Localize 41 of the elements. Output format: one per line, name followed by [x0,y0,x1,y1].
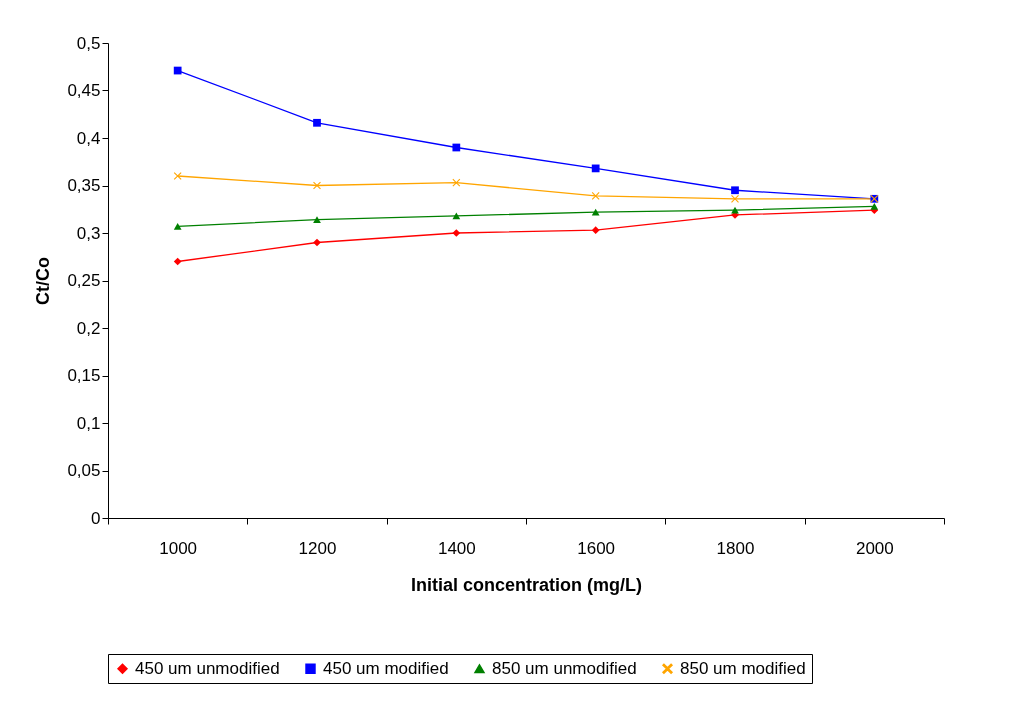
point [870,203,879,210]
point [452,229,461,237]
x-tick-label: 1200 [298,538,337,558]
legend-label: 450 um modified [323,658,449,678]
point [591,226,600,235]
point [173,223,182,230]
x-tick-label: 1600 [577,538,616,558]
point [591,164,600,173]
y-axis-title: Ct/Co [33,257,54,305]
point [313,118,321,127]
y-tick-label: 0,35 [67,176,101,195]
x-axis-title: Initial concentration (mg/L) [410,574,643,595]
y-tick-label: 0,15 [67,366,101,385]
point [731,206,739,214]
y-tick-label: 0,3 [76,223,101,243]
point [591,192,600,200]
y-tick-label: 0,4 [76,128,101,148]
legend-label: 850 um modified [680,658,806,678]
y-tick-label: 0,25 [67,271,101,290]
x-tick-label: 1800 [716,538,755,558]
point [452,212,461,220]
point [173,257,182,266]
point [731,186,739,195]
y-tick-label: 0,05 [67,461,101,480]
y-tick-label: 0 [91,508,101,528]
x-tick-label: 1000 [159,538,198,558]
point [313,216,321,224]
point [173,66,182,75]
point [452,143,461,152]
x-tick-label: 2000 [855,538,894,558]
y-tick-label: 0,45 [67,81,101,100]
y-tick-label: 0,2 [76,318,101,338]
point [313,238,321,247]
y-tick-label: 0,5 [76,33,101,53]
x-tick-label: 1400 [437,538,476,558]
legend-label: 450 um unmodified [135,658,280,678]
y-tick-label: 0,1 [76,413,101,433]
point [452,178,461,187]
point [313,181,321,190]
point [173,172,182,180]
legend-label: 850 um unmodified [492,658,637,678]
